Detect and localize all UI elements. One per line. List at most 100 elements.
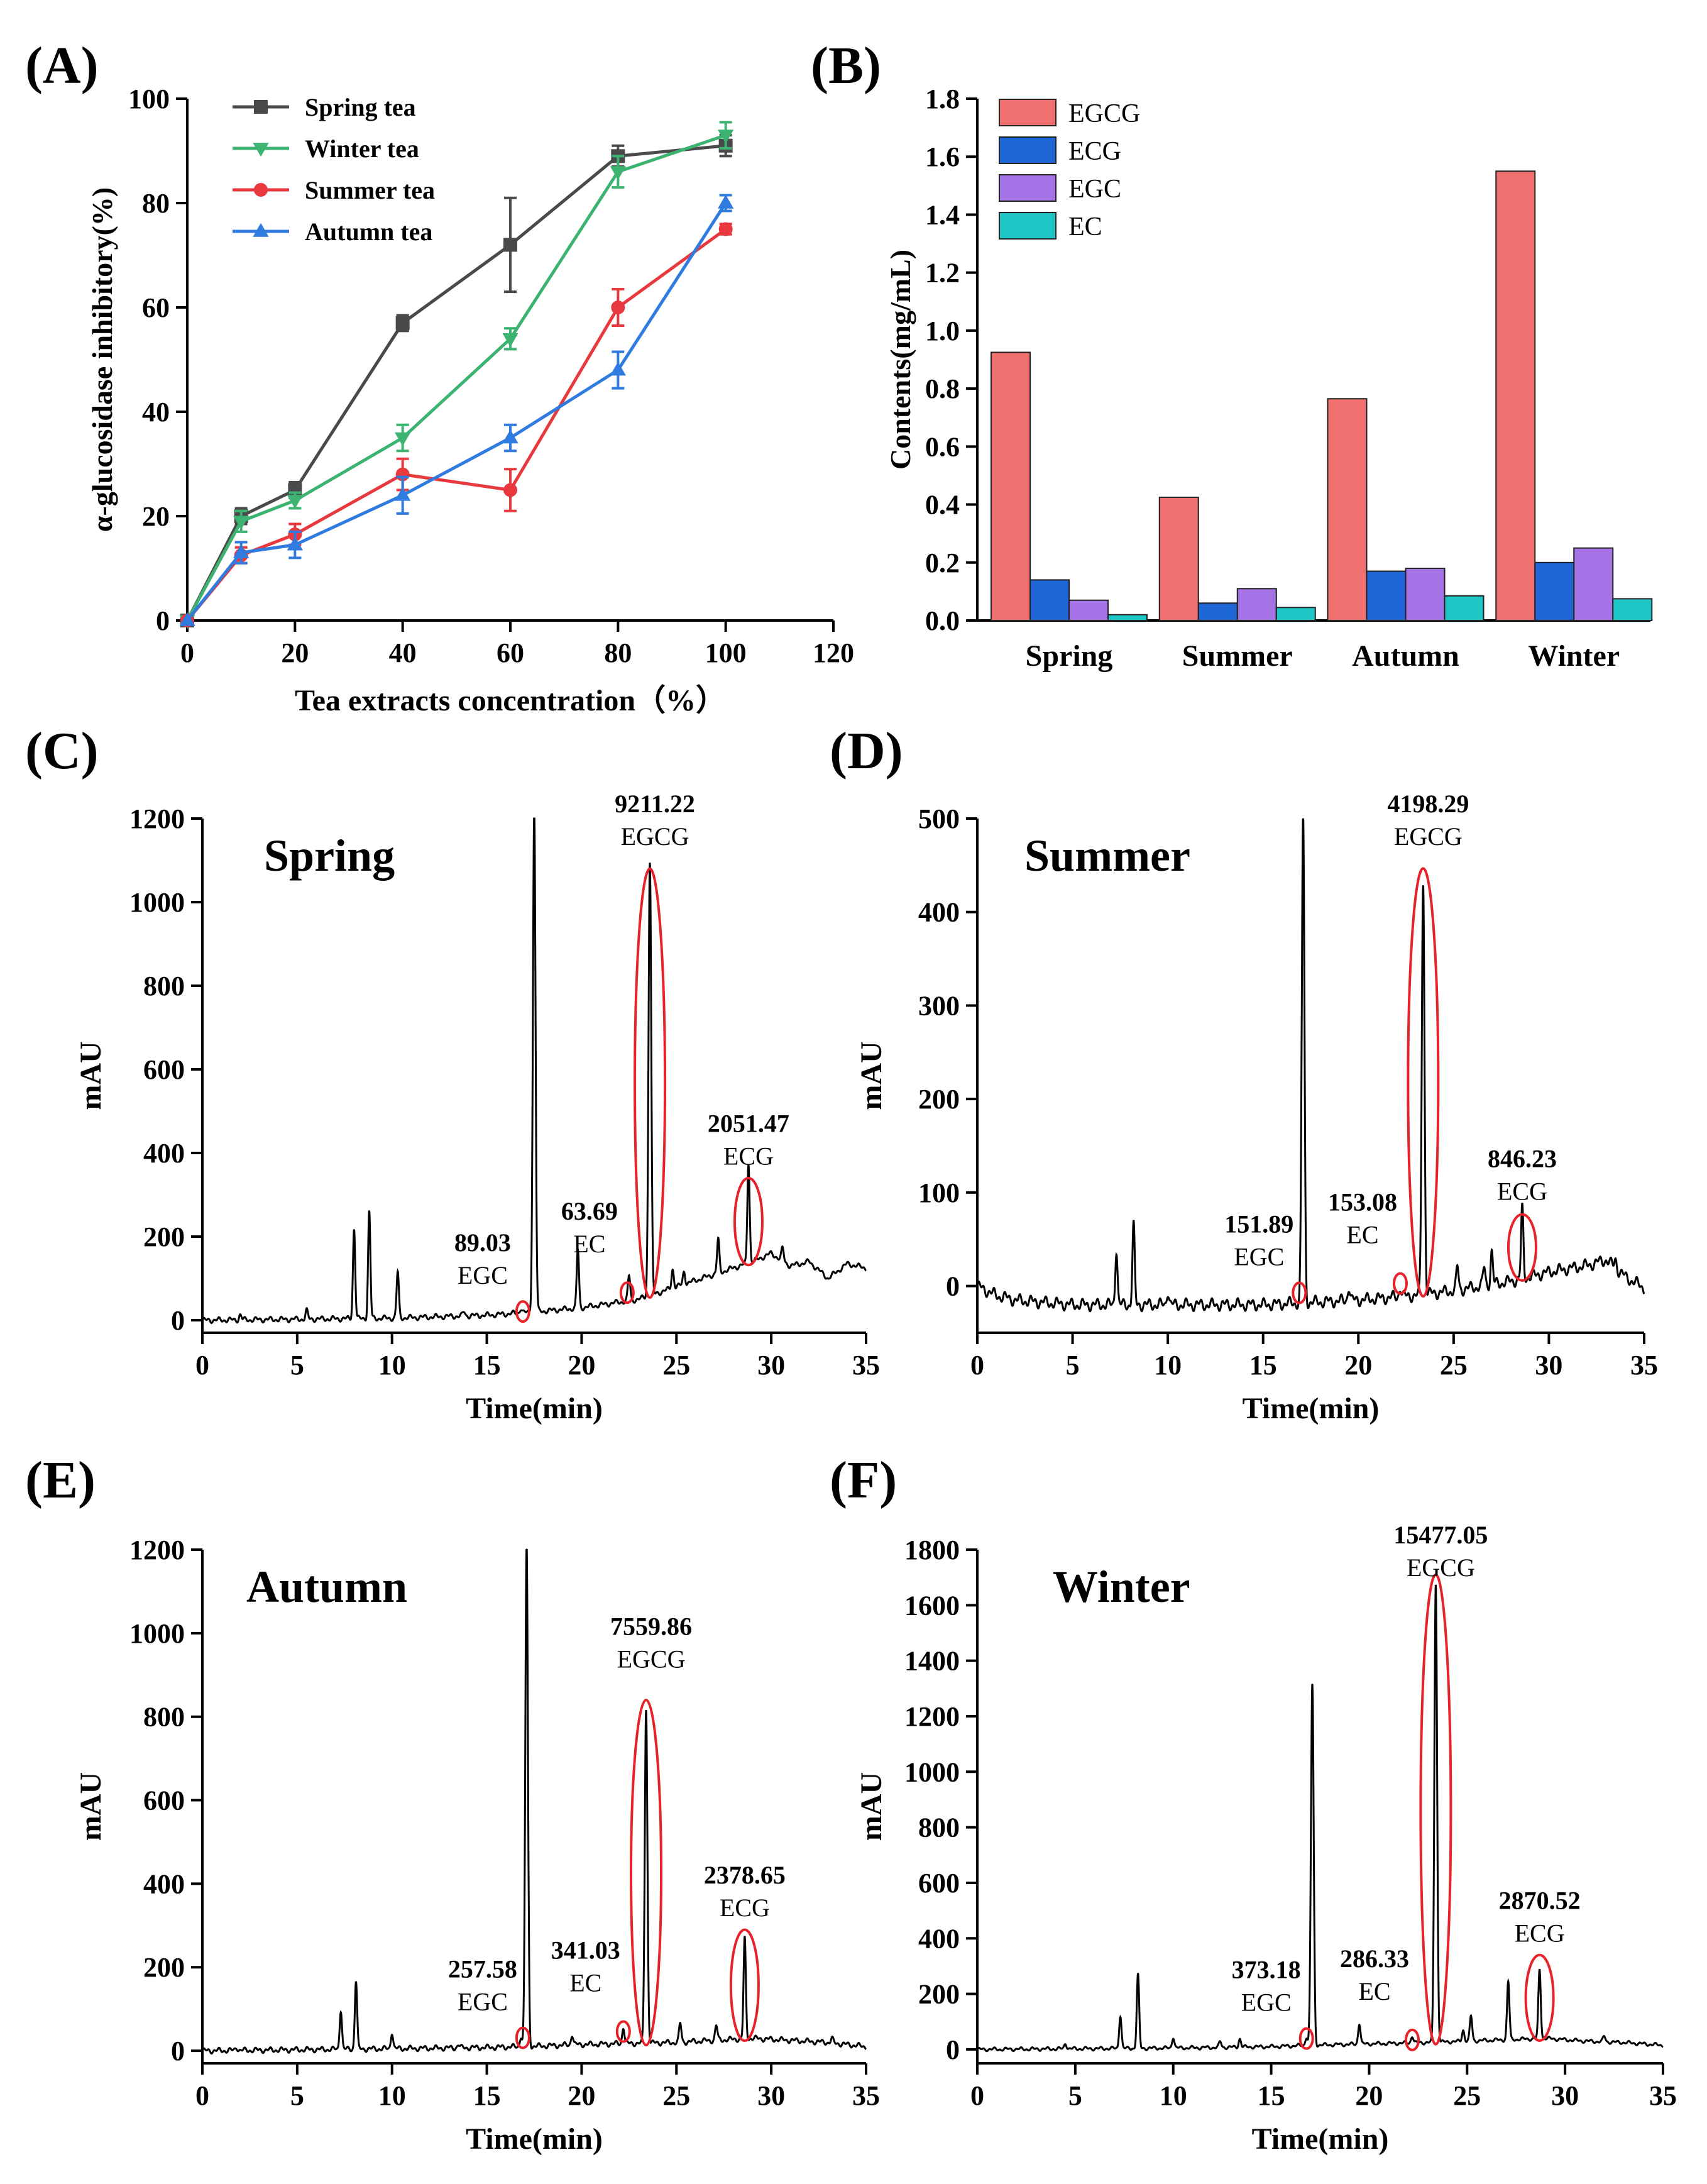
y-axis-title: mAU (74, 1772, 107, 1841)
x-tick-label: 10 (378, 1350, 406, 1381)
y-tick-label: 0.6 (925, 431, 960, 462)
data-point-triangle-down (233, 516, 250, 530)
x-tick-label: 35 (1649, 2080, 1677, 2111)
legend-label: EGCG (1068, 99, 1140, 128)
panel-label-d: (D) (830, 722, 903, 780)
panel-label-b: (B) (811, 36, 881, 95)
peak-area-label: 89.03 (454, 1228, 511, 1257)
peak-marker-ecg (1524, 1953, 1555, 2042)
x-tick-label: 35 (1630, 1350, 1658, 1381)
season-title: Autumn (246, 1562, 407, 1612)
y-tick-label: 200 (143, 1222, 185, 1252)
season-title: Winter (1053, 1562, 1190, 1612)
y-tick-label: 1200 (129, 803, 185, 834)
peak-area-label: 2051.47 (708, 1110, 789, 1138)
legend-swatch (999, 174, 1057, 202)
bar-egcg-spring (991, 351, 1031, 621)
peak-marker-ec (1405, 2028, 1420, 2051)
y-tick-label: 1000 (904, 1757, 960, 1787)
y-tick-label: 800 (918, 1812, 960, 1843)
peak-area-label: 2870.52 (1499, 1886, 1581, 1914)
y-tick-label: 0.2 (925, 548, 960, 578)
x-tick-label: 60 (497, 637, 524, 668)
x-tick-label: 0 (195, 1350, 209, 1381)
peak-marker-ec (619, 1281, 635, 1304)
peak-area-label: 286.33 (1340, 1944, 1409, 1973)
chromatogram-trace (201, 1548, 867, 2055)
peak-compound-label: EC (573, 1230, 605, 1258)
peak-area-label: 15477.05 (1393, 1521, 1488, 1549)
y-tick-label: 400 (143, 1138, 185, 1169)
data-point-triangle-up (395, 487, 411, 501)
data-point-triangle-up (610, 361, 626, 376)
y-tick-label: 400 (918, 1923, 960, 1954)
peak-marker-ecg (729, 1928, 760, 2043)
peak-compound-label: ECG (1497, 1177, 1547, 1205)
y-tick-label: 1000 (129, 1618, 185, 1649)
panel-label-a: (A) (25, 36, 99, 95)
peak-area-label: 846.23 (1488, 1144, 1557, 1172)
x-tick-label: 80 (604, 637, 632, 668)
bar-ecg-summer (1197, 602, 1238, 621)
x-category-label: Spring (1026, 639, 1113, 673)
x-tick-label: 5 (290, 2080, 304, 2111)
legend-label: ECG (1068, 137, 1121, 166)
data-point-triangle-down (395, 432, 411, 446)
peak-marker-egc (515, 1300, 530, 1323)
peak-area-label: 4198.29 (1387, 790, 1469, 818)
y-axis-title: α-glucosidase inhibitory(%) (86, 187, 118, 532)
y-tick-label: 800 (143, 1702, 185, 1733)
y-tick-label: 400 (918, 897, 960, 928)
data-point-triangle-up (718, 194, 734, 209)
bar-egc-winter (1573, 547, 1614, 622)
x-tick-label: 15 (473, 2080, 501, 2111)
panel-label-e: (E) (25, 1451, 96, 1509)
peak-marker-egcg (634, 867, 667, 1299)
peak-compound-label: ECG (1515, 1919, 1565, 1947)
chart-f-winter-hplc: 0 200 400 600 800 1000 1200 1400 1600 1800 0 5 10 15 2… (855, 1521, 1677, 2156)
y-tick-label: 1000 (129, 887, 185, 918)
legend-label: EGC (1068, 175, 1121, 204)
y-tick-label: 1.8 (925, 84, 960, 114)
data-point-triangle-down (718, 130, 734, 144)
legend-label: EC (1068, 212, 1102, 241)
y-tick-label: 200 (918, 1084, 960, 1115)
y-tick-label: 80 (142, 188, 170, 219)
peak-area-label: 7559.86 (610, 1613, 692, 1641)
y-tick-label: 1400 (904, 1646, 960, 1677)
data-point-circle (718, 222, 733, 236)
peak-compound-label: EC (569, 1969, 601, 1997)
y-tick-label: 1.4 (925, 199, 960, 230)
y-axis-title: mAU (855, 1041, 888, 1110)
legend-label: Winter tea (305, 135, 419, 163)
peak-area-label: 257.58 (448, 1955, 517, 1983)
chart-e-autumn-hplc: 0 200 400 600 800 1000 1200 0 5 10 15 20 25 30 35 257.5… (74, 1535, 880, 2156)
x-axis-title: Time(min) (466, 2122, 603, 2156)
y-tick-label: 1200 (904, 1701, 960, 1732)
y-tick-label: 300 (918, 990, 960, 1021)
bar-ecg-autumn (1366, 570, 1407, 621)
season-title: Spring (264, 830, 395, 881)
data-point-circle (254, 183, 268, 197)
x-tick-label: 15 (1249, 1350, 1277, 1381)
x-tick-label: 25 (662, 1350, 690, 1381)
data-point-triangle-up (179, 612, 195, 626)
peak-compound-label: EGC (458, 1987, 508, 2016)
y-tick-label: 1800 (904, 1535, 960, 1565)
x-tick-label: 10 (1160, 2080, 1187, 2111)
legend-label: Autumn tea (305, 218, 432, 246)
peak-marker-ec (1392, 1272, 1408, 1295)
x-tick-label: 25 (1440, 1350, 1468, 1381)
peak-compound-label: EC (1358, 1977, 1390, 2005)
peak-compound-label: ECG (723, 1142, 774, 1171)
peak-area-label: 63.69 (561, 1197, 618, 1225)
y-tick-label: 200 (143, 1952, 185, 1983)
peak-area-label: 153.08 (1328, 1188, 1397, 1216)
x-category-label: Summer (1182, 639, 1293, 673)
data-point-square (254, 100, 268, 114)
y-axis-title: Contents(mg/mL) (884, 250, 916, 470)
x-tick-label: 20 (568, 1350, 595, 1381)
peak-compound-label: ECG (720, 1894, 770, 1922)
y-tick-label: 20 (142, 501, 170, 532)
